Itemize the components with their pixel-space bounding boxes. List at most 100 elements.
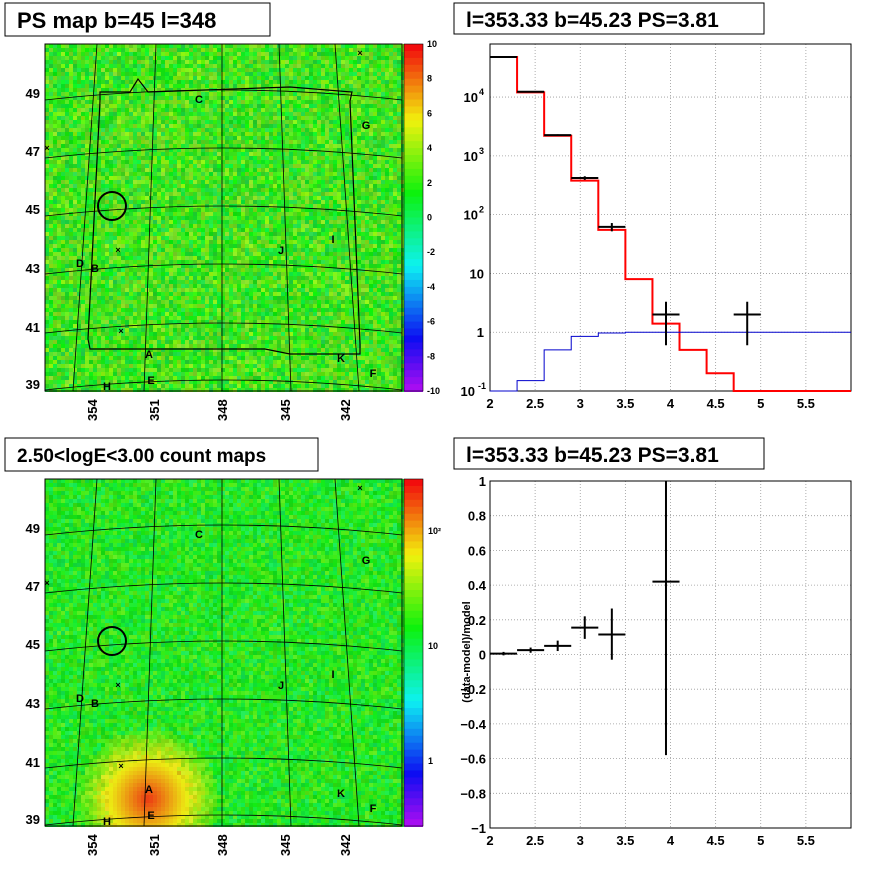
map-pixel: [249, 184, 253, 188]
map-pixel: [277, 168, 281, 172]
map-pixel: [101, 48, 105, 52]
map-pixel: [269, 56, 273, 60]
map-pixel: [301, 80, 305, 84]
map-pixel: [117, 104, 121, 108]
map-pixel: [85, 252, 89, 256]
map-pixel: [169, 144, 173, 148]
map-pixel: [397, 228, 401, 232]
map-pixel: [237, 232, 241, 236]
map-pixel: [369, 256, 373, 260]
map-pixel: [73, 216, 77, 220]
map-pixel: [153, 144, 157, 148]
map-pixel: [297, 56, 301, 60]
map-pixel: [249, 188, 253, 192]
map-pixel: [169, 232, 173, 236]
map-pixel: [85, 256, 89, 260]
map-pixel: [241, 232, 245, 236]
map-pixel: [273, 120, 277, 124]
map-pixel: [317, 88, 321, 92]
map-pixel: [325, 136, 329, 140]
map-pixel: [217, 240, 221, 244]
map-pixel: [165, 232, 169, 236]
map-pixel: [201, 140, 205, 144]
map-pixel: [57, 52, 61, 56]
map-pixel: [237, 104, 241, 108]
map-pixel: [301, 120, 305, 124]
map-pixel: [61, 56, 65, 60]
map-pixel: [185, 180, 189, 184]
map-pixel: [217, 264, 221, 268]
map-pixel: [277, 80, 281, 84]
map-pixel: [121, 216, 125, 220]
map-pixel: [85, 148, 89, 152]
map-pixel: [125, 64, 129, 68]
map-pixel: [393, 104, 397, 108]
map-pixel: [365, 128, 369, 132]
map-pixel: [93, 108, 97, 112]
map-pixel: [221, 128, 225, 132]
map-pixel: [125, 240, 129, 244]
map-pixel: [61, 168, 65, 172]
map-pixel: [97, 260, 101, 264]
map-pixel: [49, 240, 53, 244]
map-pixel: [149, 212, 153, 216]
map-pixel: [261, 124, 265, 128]
map-pixel: [277, 144, 281, 148]
map-pixel: [113, 196, 117, 200]
map-pixel: [393, 180, 397, 184]
map-pixel: [313, 112, 317, 116]
map-pixel: [81, 156, 85, 160]
map-pixel: [125, 248, 129, 252]
map-pixel: [385, 76, 389, 80]
map-pixel: [221, 48, 225, 52]
map-pixel: [269, 240, 273, 244]
map-pixel: [293, 60, 297, 64]
map-pixel: [141, 176, 145, 180]
map-pixel: [173, 52, 177, 56]
map-pixel: [225, 164, 229, 168]
map-pixel: [245, 256, 249, 260]
map-pixel: [73, 84, 77, 88]
map-pixel: [337, 232, 341, 236]
map-pixel: [129, 168, 133, 172]
map-pixel: [193, 136, 197, 140]
map-pixel: [121, 64, 125, 68]
map-pixel: [401, 196, 405, 200]
map-pixel: [73, 104, 77, 108]
map-pixel: [49, 168, 53, 172]
map-pixel: [277, 192, 281, 196]
map-pixel: [105, 212, 109, 216]
map-pixel: [341, 232, 345, 236]
map-pixel: [137, 140, 141, 144]
map-pixel: [53, 240, 57, 244]
map-pixel: [49, 64, 53, 68]
map-pixel: [249, 128, 253, 132]
map-pixel: [117, 200, 121, 204]
map-pixel: [337, 248, 341, 252]
map-pixel: [177, 160, 181, 164]
map-pixel: [161, 192, 165, 196]
map-pixel: [129, 240, 133, 244]
map-pixel: [265, 252, 269, 256]
map-pixel: [205, 248, 209, 252]
map-pixel: [157, 208, 161, 212]
map-pixel: [133, 132, 137, 136]
map-pixel: [133, 152, 137, 156]
map-pixel: [217, 108, 221, 112]
map-pixel: [153, 92, 157, 96]
map-pixel: [329, 112, 333, 116]
map-pixel: [145, 52, 149, 56]
map-pixel: [93, 180, 97, 184]
map-pixel: [149, 80, 153, 84]
map-pixel: [133, 160, 137, 164]
map-pixel: [45, 160, 49, 164]
map-pixel: [329, 204, 333, 208]
map-pixel: [221, 112, 225, 116]
map-pixel: [393, 164, 397, 168]
map-pixel: [69, 92, 73, 96]
map-pixel: [273, 188, 277, 192]
map-pixel: [157, 136, 161, 140]
map-pixel: [97, 168, 101, 172]
map-pixel: [185, 192, 189, 196]
map-pixel: [381, 104, 385, 108]
